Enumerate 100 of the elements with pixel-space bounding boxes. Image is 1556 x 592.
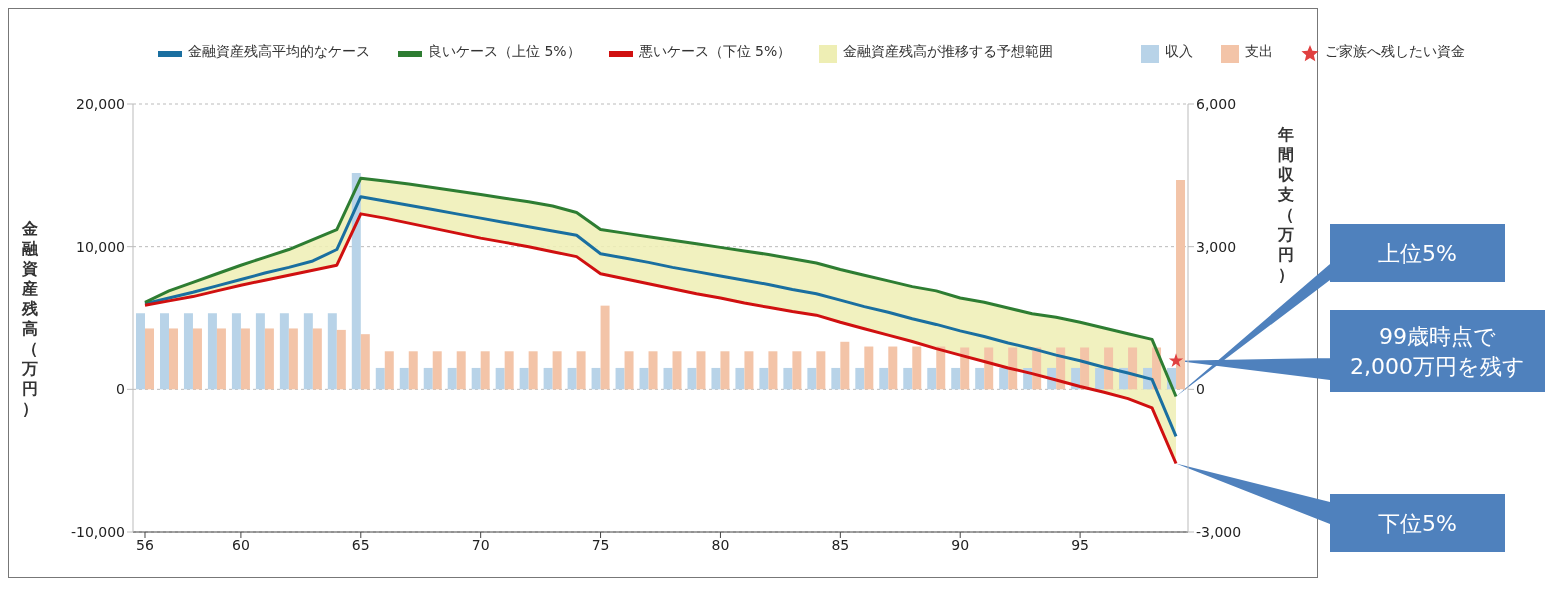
legend-label: ご家族へ残したい資金 <box>1325 42 1466 61</box>
bar <box>360 334 370 390</box>
bar <box>255 313 265 390</box>
bar <box>231 313 241 390</box>
bar <box>999 367 1009 390</box>
bar <box>960 347 970 390</box>
line-series <box>143 195 1178 438</box>
bar <box>1008 347 1018 390</box>
bar <box>552 351 562 390</box>
y2-axis-title: 年間収支（万円） <box>1277 125 1295 284</box>
x-tick-label: 95 <box>1071 536 1090 553</box>
bar <box>384 351 394 390</box>
bar <box>576 351 586 390</box>
bar <box>567 367 577 390</box>
bar <box>1104 347 1114 390</box>
bar <box>351 172 361 390</box>
y2-tick-label: 0 <box>1196 381 1205 398</box>
bar <box>936 346 946 390</box>
legend-label: 悪いケース（下位 5%） <box>638 42 792 61</box>
bar <box>687 367 697 390</box>
x-tick-label: 90 <box>951 536 970 553</box>
bar <box>519 367 529 390</box>
bar <box>672 351 682 390</box>
bar <box>495 367 505 390</box>
legend-label: 金融資産残高平均的なケース <box>188 42 370 61</box>
bar <box>279 313 289 390</box>
y-tick-label: -10,000 <box>70 523 125 540</box>
bar <box>591 367 601 390</box>
bar <box>855 367 865 390</box>
bar <box>735 367 745 390</box>
bar <box>375 367 385 390</box>
bar <box>168 328 178 390</box>
bar <box>207 313 217 390</box>
bar <box>816 351 826 390</box>
legend-label: 支出 <box>1245 42 1274 61</box>
bar <box>927 367 937 390</box>
bar <box>864 346 874 390</box>
bar <box>720 351 730 390</box>
bar <box>303 313 313 390</box>
bar <box>432 351 442 390</box>
bar <box>192 328 202 390</box>
bar <box>783 367 793 390</box>
bar <box>663 367 673 390</box>
text: 金融資産残高（万円） <box>22 219 38 418</box>
bar <box>792 351 802 390</box>
bar <box>744 351 754 390</box>
y2-tick-label: -3,000 <box>1196 523 1242 540</box>
legend-label: 良いケース（上位 5%） <box>428 42 581 61</box>
bar <box>399 367 409 390</box>
bar <box>504 351 514 390</box>
bar <box>471 367 481 390</box>
bar <box>136 313 145 390</box>
bar <box>480 351 490 390</box>
bar <box>408 351 418 390</box>
bar <box>423 367 433 390</box>
bar <box>903 367 913 390</box>
text: 上位5% <box>1378 241 1457 266</box>
bar <box>312 328 322 390</box>
y-tick-label: 0 <box>116 381 125 398</box>
bar <box>759 367 769 390</box>
bar <box>288 328 298 390</box>
y-tick-label: 20,000 <box>76 95 125 112</box>
legend-label: 金融資産残高が推移する予想範囲 <box>843 42 1054 61</box>
bar <box>528 351 538 390</box>
bar <box>840 341 850 390</box>
y2-tick-label: 6,000 <box>1196 95 1237 112</box>
y2-tick-label: 3,000 <box>1196 238 1237 255</box>
x-tick-label: 65 <box>351 536 370 553</box>
bar <box>543 367 553 390</box>
bar <box>879 367 889 390</box>
x-tick-label: 56 <box>136 536 154 553</box>
annotation: 99歳時点で 2,000万円を残す <box>1350 324 1525 379</box>
bar <box>336 329 346 390</box>
bar <box>984 347 994 390</box>
bar <box>648 351 658 390</box>
bar <box>711 367 721 390</box>
bar <box>600 305 610 390</box>
bar <box>159 313 169 390</box>
x-tick-label: 60 <box>231 536 250 553</box>
bar <box>975 367 985 390</box>
bar <box>183 313 193 390</box>
x-tick-label: 85 <box>831 536 850 553</box>
bar <box>768 351 778 390</box>
bar <box>888 346 898 390</box>
bar <box>615 367 625 390</box>
bar <box>1176 180 1186 390</box>
bar <box>696 351 706 390</box>
bar <box>216 328 226 390</box>
bar <box>639 367 649 390</box>
bar <box>145 328 154 390</box>
bar <box>1128 347 1138 390</box>
bar <box>912 346 922 390</box>
legend-label: 収入 <box>1165 42 1194 61</box>
x-tick-label: 75 <box>591 536 610 553</box>
x-tick-label: 80 <box>711 536 730 553</box>
bar <box>264 328 274 390</box>
bar <box>447 367 457 390</box>
bar <box>951 367 961 390</box>
text: 下位5% <box>1378 511 1457 536</box>
bar <box>327 313 337 390</box>
